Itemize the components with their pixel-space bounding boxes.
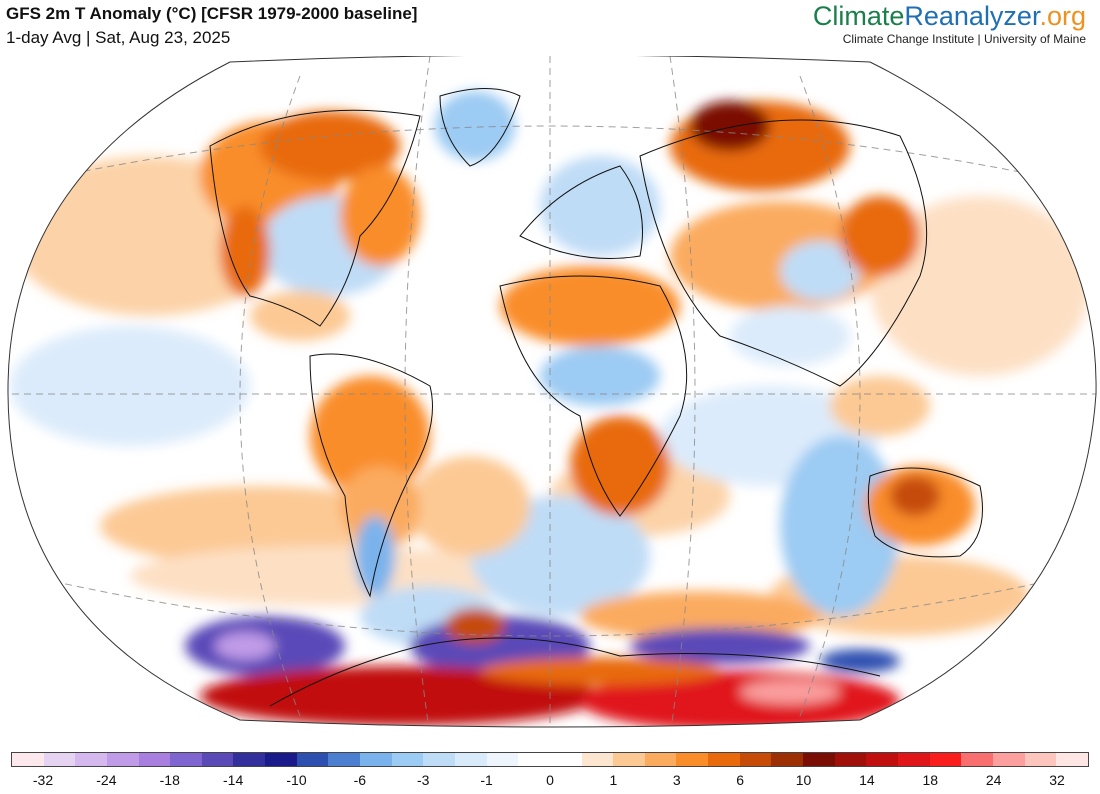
colorbar-tick-label: -1 — [480, 772, 493, 788]
colorbar-swatch — [771, 753, 804, 766]
colorbar-swatch — [866, 753, 898, 766]
colorbar-swatch — [454, 753, 487, 766]
colorbar-swatch — [486, 753, 519, 766]
colorbar-swatch — [929, 753, 962, 766]
colorbar-swatch — [106, 753, 139, 766]
colorbar-tick-label: 10 — [795, 772, 812, 788]
colorbar-tick-label: 1 — [609, 772, 618, 788]
colorbar-swatch — [201, 753, 234, 766]
world-anomaly-map — [7, 56, 1097, 728]
colorbar-swatch — [644, 753, 677, 766]
colorbar-swatch — [296, 753, 329, 766]
colorbar-swatch — [170, 753, 202, 766]
colorbar-swatch — [391, 753, 424, 766]
colorbar-swatch — [739, 753, 772, 766]
colorbar-tick-label: -10 — [286, 772, 307, 788]
colorbar-swatch — [328, 753, 361, 766]
colorbar-swatch — [897, 753, 930, 766]
colorbar-tick-label: -14 — [223, 772, 244, 788]
colorbar-swatch — [138, 753, 171, 766]
brand-tagline: Climate Change Institute | University of… — [842, 32, 1086, 46]
colorbar-tick-label: -32 — [32, 772, 54, 788]
brand-logo-org: .org — [1039, 1, 1086, 31]
colorbar-tick-label: 24 — [985, 772, 1002, 788]
colorbar — [11, 752, 1089, 767]
colorbar-swatch — [423, 753, 455, 766]
map-subtitle: 1-day Avg | Sat, Aug 23, 2025 — [6, 28, 231, 47]
colorbar-tick-label: -24 — [96, 772, 117, 788]
colorbar-tick-label: 0 — [546, 772, 554, 788]
colorbar-swatch — [961, 753, 993, 766]
brand[interactable]: ClimateReanalyzer.org Climate Change Ins… — [813, 1, 1086, 46]
colorbar-swatch — [233, 753, 266, 766]
colorbar-tick-label: 32 — [1049, 772, 1065, 788]
colorbar-swatch — [549, 753, 582, 766]
colorbar-swatch — [1056, 753, 1088, 766]
colorbar-tick-label: -18 — [159, 772, 180, 788]
colorbar-swatch — [265, 753, 297, 766]
colorbar-tick-label: 14 — [859, 772, 875, 788]
colorbar-swatch — [518, 753, 550, 766]
colorbar-swatch — [803, 753, 835, 766]
colorbar-tick-label: 6 — [736, 772, 745, 788]
colorbar-tick-label: -6 — [353, 772, 367, 788]
colorbar-swatch — [1024, 753, 1057, 766]
colorbar-swatch — [43, 753, 76, 766]
brand-logo-climate: Climate — [812, 1, 905, 31]
colorbar-tick-label: -3 — [417, 772, 430, 788]
colorbar-swatch — [581, 753, 614, 766]
colorbar-swatch — [676, 753, 709, 766]
colorbar-swatch — [834, 753, 867, 766]
colorbar-swatch — [12, 753, 44, 766]
colorbar-tick-label: 3 — [672, 772, 681, 788]
colorbar-swatch — [992, 753, 1025, 766]
colorbar-tick-label: 18 — [922, 772, 939, 788]
brand-logo-reanalyzer: Reanalyzer — [904, 1, 1040, 31]
colorbar-swatch — [613, 753, 645, 766]
map-title: GFS 2m T Anomaly (°C) [CFSR 1979-2000 ba… — [6, 4, 418, 23]
brand-logo[interactable]: ClimateReanalyzer.org — [813, 1, 1086, 31]
colorbar-swatch — [75, 753, 107, 766]
colorbar-swatch — [708, 753, 740, 766]
colorbar-swatch — [360, 753, 392, 766]
